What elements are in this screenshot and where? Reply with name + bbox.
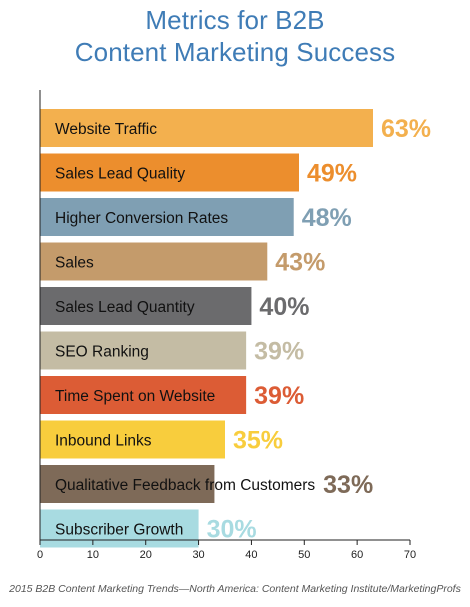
x-tick-label-70: 70	[404, 549, 416, 561]
x-tick-label-40: 40	[245, 549, 257, 561]
bar-label-2: Sales Lead Quality	[55, 166, 185, 183]
x-tick-label-30: 30	[192, 549, 204, 561]
chart-title-line-2: Content Marketing Success	[74, 37, 396, 67]
bar-1	[40, 109, 373, 147]
value-label-6: 39%	[254, 338, 304, 366]
bar-label-8: Inbound Links	[55, 433, 152, 450]
bar-label-5: Sales Lead Quantity	[55, 299, 195, 316]
bar-5	[40, 287, 252, 325]
value-label-8: 35%	[233, 427, 283, 455]
value-label-3: 48%	[302, 204, 352, 232]
bar-8	[40, 420, 225, 459]
bar-label-6: SEO Ranking	[55, 344, 149, 361]
value-label-9: 33%	[323, 471, 373, 499]
bar-2	[40, 153, 299, 192]
value-label-5: 40%	[259, 293, 309, 321]
bar-label-3: Higher Conversion Rates	[55, 210, 228, 227]
x-tick-label-10: 10	[87, 549, 99, 561]
x-tick-label-60: 60	[351, 549, 363, 561]
bar-7	[40, 376, 247, 414]
chart-title-line-1: Metrics for B2B	[145, 5, 325, 35]
bar-3	[40, 198, 294, 236]
source-caption: 2015 B2B Content Marketing Trends—North …	[9, 583, 461, 595]
value-label-2: 49%	[307, 160, 357, 188]
bar-label-4: Sales	[55, 255, 94, 272]
value-label-4: 43%	[275, 249, 325, 277]
x-tick-label-50: 50	[298, 549, 310, 561]
bar-10	[40, 509, 199, 548]
bar-9	[40, 465, 215, 503]
bar-6	[40, 331, 247, 370]
x-tick-label-0: 0	[37, 549, 43, 561]
x-tick-label-20: 20	[140, 549, 152, 561]
bar-4	[40, 242, 268, 281]
value-label-7: 39%	[254, 382, 304, 410]
bar-label-1: Website Traffic	[55, 121, 157, 138]
bar-label-10: Subscriber Growth	[55, 522, 183, 539]
value-label-10: 30%	[207, 516, 257, 544]
bar-label-9: Qualitative Feedback from Customers	[55, 477, 315, 494]
bar-label-7: Time Spent on Website	[55, 388, 215, 405]
value-label-1: 63%	[381, 115, 431, 143]
